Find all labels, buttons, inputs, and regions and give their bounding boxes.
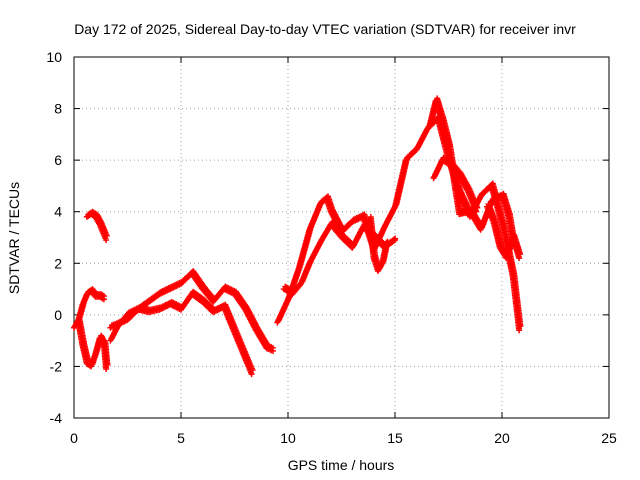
data-point [101,339,108,346]
plot-frame [73,56,610,419]
data-point [384,238,391,245]
y-tick-label: 8 [54,101,62,117]
y-tick-label: 6 [54,152,62,168]
series-arc-11 [484,201,524,262]
x-tick-label: 25 [601,430,617,446]
y-tick-label: 0 [54,307,62,323]
axis-ticks: 0 5 10 15 20 25 -4 -2 0 2 4 6 8 10 [46,49,617,446]
data-point [473,208,480,215]
series-arc-3 [83,208,110,244]
y-tick-label: 4 [54,204,62,220]
data-point [103,232,110,239]
y-tick-label: -2 [50,358,63,374]
series-arc-4 [107,268,277,354]
series-arc-1 [71,286,108,331]
y-tick-label: 10 [46,49,62,65]
x-axis-title: GPS time / hours [288,457,395,473]
series-arc-10 [430,154,481,215]
data-point [516,327,523,334]
x-tick-label: 0 [70,430,78,446]
data-point [392,237,398,244]
data-point [249,367,256,374]
y-axis-title: SDTVAR / TECUs [6,182,22,294]
y-tick-label: 2 [54,255,62,271]
chart-title: Day 172 of 2025, Sidereal Day-to-day VTE… [74,21,576,37]
data-points [71,95,524,378]
data-point [248,371,255,378]
data-point [103,237,110,244]
data-point [104,361,111,368]
series-arc-2 [75,317,111,373]
x-tick-label: 20 [494,430,510,446]
data-point [517,323,524,330]
series-arc-7 [280,219,399,298]
data-point [270,347,277,354]
x-tick-label: 10 [280,430,296,446]
data-point [383,239,390,246]
data-point [517,251,524,258]
x-tick-label: 5 [177,430,185,446]
series-arc-8 [366,213,391,275]
data-point [103,366,110,373]
y-tick-label: -4 [50,410,63,426]
data-point [474,204,481,211]
series-arc-5 [107,288,256,378]
x-tick-label: 15 [387,430,403,446]
data-point [100,296,107,303]
data-point [516,255,523,262]
